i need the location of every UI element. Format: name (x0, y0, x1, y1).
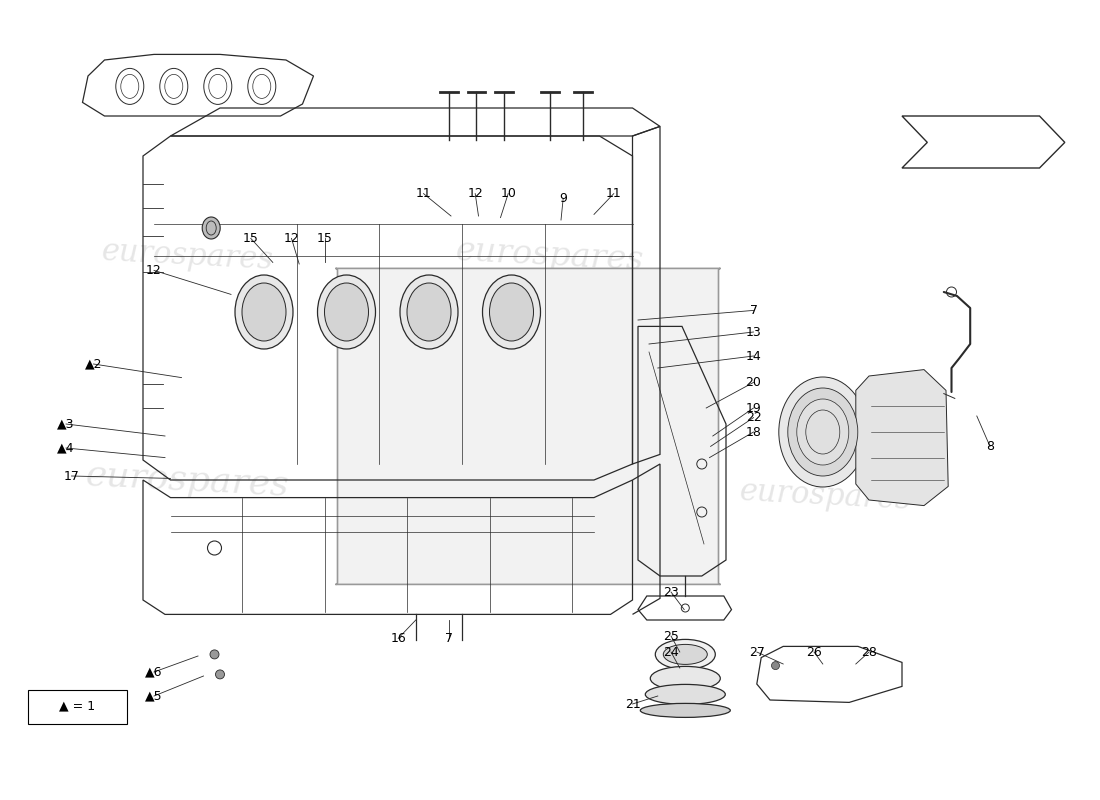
Text: 15: 15 (317, 232, 332, 245)
Ellipse shape (771, 662, 780, 670)
Polygon shape (902, 116, 1065, 168)
Text: 7: 7 (444, 632, 453, 645)
Text: 10: 10 (500, 187, 516, 200)
Text: 12: 12 (284, 232, 299, 245)
Text: 22: 22 (746, 411, 761, 424)
Text: 14: 14 (746, 350, 761, 362)
Bar (28, 690, 126, 724)
Text: 25: 25 (663, 630, 679, 642)
Ellipse shape (318, 275, 375, 349)
Text: eurospares: eurospares (455, 235, 645, 277)
Text: 11: 11 (416, 187, 431, 200)
Ellipse shape (788, 388, 858, 476)
Text: 27: 27 (749, 646, 764, 658)
Text: ▲2: ▲2 (85, 358, 102, 370)
Text: ▲ = 1: ▲ = 1 (59, 700, 95, 713)
Ellipse shape (216, 670, 224, 679)
Text: 7: 7 (749, 304, 758, 317)
Ellipse shape (483, 275, 540, 349)
Text: 24: 24 (663, 646, 679, 658)
Text: 17: 17 (64, 470, 79, 482)
Ellipse shape (646, 684, 725, 704)
FancyBboxPatch shape (336, 269, 720, 584)
Text: 19: 19 (746, 402, 761, 414)
Ellipse shape (235, 275, 293, 349)
Text: 20: 20 (746, 376, 761, 389)
Text: eurospares: eurospares (738, 476, 912, 516)
Ellipse shape (202, 217, 220, 239)
Ellipse shape (242, 283, 286, 341)
Text: 28: 28 (861, 646, 877, 658)
Text: 18: 18 (746, 426, 761, 438)
Ellipse shape (210, 650, 219, 659)
Text: eurospares: eurospares (85, 458, 289, 502)
Text: 21: 21 (625, 698, 640, 710)
Ellipse shape (407, 283, 451, 341)
Text: eurospares: eurospares (448, 474, 652, 518)
Ellipse shape (663, 645, 707, 664)
Text: 26: 26 (806, 646, 822, 658)
Text: 12: 12 (146, 264, 162, 277)
Text: ▲5: ▲5 (145, 690, 163, 702)
Text: 8: 8 (986, 440, 994, 453)
Ellipse shape (796, 399, 849, 465)
Ellipse shape (779, 377, 867, 487)
Text: 9: 9 (559, 192, 568, 205)
Text: ▲3: ▲3 (57, 418, 75, 430)
Ellipse shape (656, 639, 715, 670)
Text: eurospares: eurospares (100, 236, 274, 276)
Ellipse shape (650, 666, 721, 690)
Text: 16: 16 (390, 632, 406, 645)
Ellipse shape (400, 275, 458, 349)
Text: 23: 23 (663, 586, 679, 598)
Text: 13: 13 (746, 326, 761, 338)
Ellipse shape (324, 283, 369, 341)
Ellipse shape (490, 283, 534, 341)
Polygon shape (856, 370, 948, 506)
Text: 15: 15 (243, 232, 258, 245)
Text: ▲6: ▲6 (145, 666, 163, 678)
Ellipse shape (640, 703, 730, 718)
Text: 12: 12 (468, 187, 483, 200)
Text: 11: 11 (606, 187, 621, 200)
Text: ▲4: ▲4 (57, 442, 75, 454)
